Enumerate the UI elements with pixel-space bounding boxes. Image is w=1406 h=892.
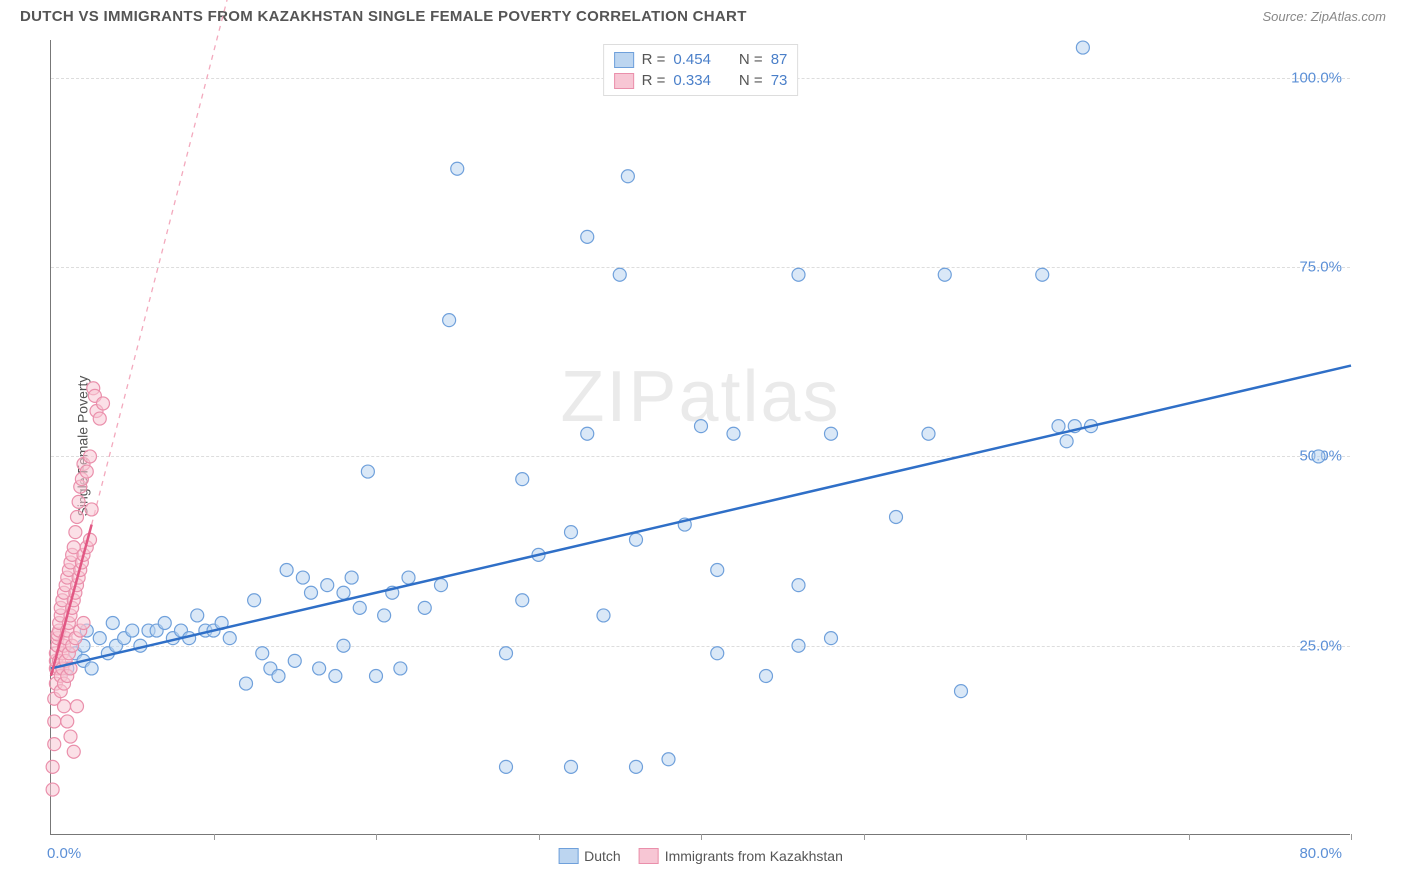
x-axis-min-label: 0.0% [47,845,81,862]
chart-source: Source: ZipAtlas.com [1262,9,1386,24]
x-tick [1189,834,1190,840]
legend-item-kazakhstan: Immigrants from Kazakhstan [639,848,843,864]
swatch-kazakhstan [614,73,634,89]
x-tick [701,834,702,840]
x-tick [214,834,215,840]
swatch-dutch [614,52,634,68]
x-axis-max-label: 80.0% [1299,845,1342,862]
legend-item-dutch: Dutch [558,848,621,864]
source-label: Source: [1262,9,1310,24]
legend-swatch-kazakhstan [639,848,659,864]
n-label-1: N = [739,72,763,89]
stats-row-dutch: R = 0.454 N = 87 [614,49,788,70]
stats-row-kazakhstan: R = 0.334 N = 73 [614,70,788,91]
stats-legend: R = 0.454 N = 87 R = 0.334 N = 73 [603,44,799,96]
r-value-1: 0.334 [673,72,711,89]
legend-label-kazakhstan: Immigrants from Kazakhstan [665,848,843,864]
n-label-0: N = [739,51,763,68]
x-tick [1351,834,1352,840]
x-tick [376,834,377,840]
x-tick [1026,834,1027,840]
r-label-0: R = [642,51,666,68]
r-value-0: 0.454 [673,51,711,68]
legend-label-dutch: Dutch [584,848,621,864]
chart-plot-area: ZIPatlas 25.0%50.0%75.0%100.0% 0.0% 80.0… [50,40,1350,835]
x-tick [539,834,540,840]
series-legend: Dutch Immigrants from Kazakhstan [558,848,843,864]
chart-title: DUTCH VS IMMIGRANTS FROM KAZAKHSTAN SING… [20,8,747,25]
legend-swatch-dutch [558,848,578,864]
x-tick [864,834,865,840]
chart-header: DUTCH VS IMMIGRANTS FROM KAZAKHSTAN SING… [0,0,1406,29]
n-value-0: 87 [771,51,788,68]
scatter-svg [51,40,1350,834]
r-label-1: R = [642,72,666,89]
source-name: ZipAtlas.com [1311,9,1386,24]
n-value-1: 73 [771,72,788,89]
